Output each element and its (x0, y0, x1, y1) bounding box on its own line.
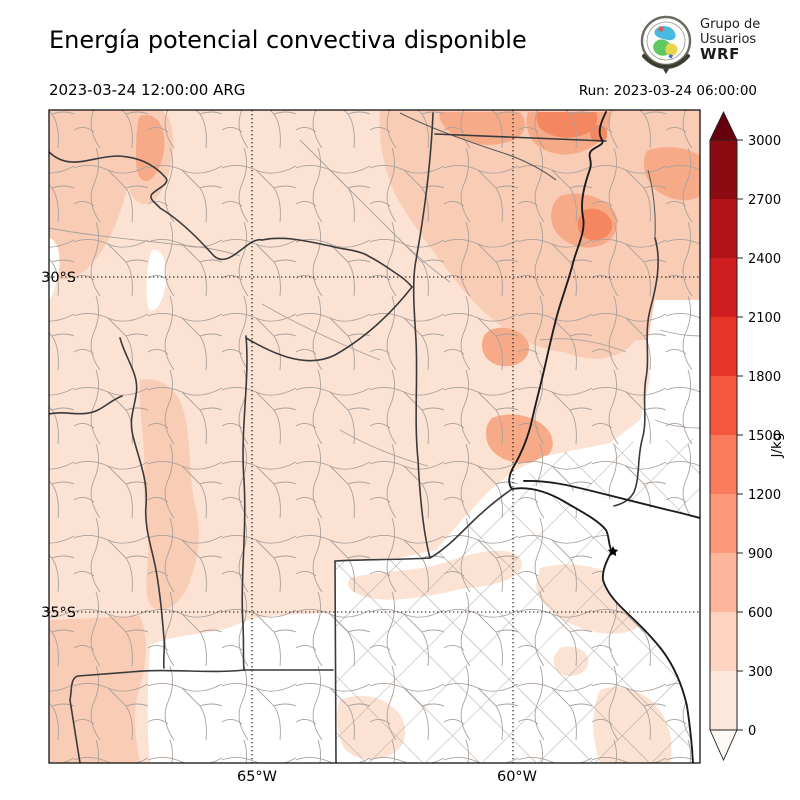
colorbar-tick-label: 900 (748, 547, 773, 562)
logo-line-2: Usuarios (700, 32, 757, 47)
graticule-gridlines (49, 110, 700, 763)
colorbar-tick-label: 1200 (748, 488, 781, 503)
page-title: Energía potencial convectiva disponible (49, 26, 527, 54)
province-boundaries (49, 112, 659, 763)
colorbar-tick-label: 600 (748, 606, 773, 621)
colorbar-segment (710, 376, 737, 435)
colorbar-ticks (737, 139, 743, 731)
colorbar-under-arrow (709, 729, 738, 762)
map-frame (48, 109, 701, 764)
colorbar-tick-label: 2400 (748, 252, 781, 267)
map-plot (49, 110, 700, 763)
run-time-label: Run: 2023-03-24 06:00:00 (578, 83, 757, 99)
colorbar-tick-label: 1500 (748, 429, 781, 444)
parana-river (508, 111, 607, 490)
colorbar-tick-label: 300 (748, 665, 773, 680)
colorbar-tick-label: 2700 (748, 193, 781, 208)
wrf-logo-text: Grupo de Usuarios WRF (700, 17, 760, 62)
colorbar-segment (710, 140, 737, 199)
colorbar-segment (710, 317, 737, 376)
argentine-coastline (511, 487, 694, 763)
logo-line-3: WRF (700, 45, 740, 63)
colorbar-segment (710, 671, 737, 730)
colorbar-unit-label: J/kg (769, 433, 785, 459)
colorbar-over-arrow (709, 110, 738, 141)
colorbar-segment (710, 612, 737, 671)
colorbar-tick-label: 3000 (748, 134, 781, 149)
uruguay-coastline (523, 479, 700, 519)
colorbar-tick-label: 2100 (748, 311, 781, 326)
colorbar-tick-label: 0 (748, 724, 756, 739)
valid-time-label: 2023-03-24 12:00:00 ARG (49, 81, 246, 99)
colorbar-segment (710, 553, 737, 612)
colorbar-segment (710, 435, 737, 494)
lat-tick-35s: 35°S (41, 605, 76, 621)
lon-tick-65w: 65°W (237, 769, 277, 785)
department-boundary-lines (49, 112, 700, 467)
colorbar-tick-label: 1800 (748, 370, 781, 385)
colorbar-segment (710, 258, 737, 317)
lat-tick-30s: 30°S (41, 270, 76, 286)
rio-de-la-plata-water (512, 486, 700, 763)
lon-tick-60w: 60°W (497, 769, 537, 785)
colorbar: 0 300 600 900 1200 1500 1800 2100 2400 2… (709, 110, 785, 762)
river-and-coastlines (508, 111, 700, 763)
colorbar-segment (710, 199, 737, 258)
city-marker-star (607, 546, 619, 557)
logo-line-1: Grupo de (700, 17, 761, 32)
colorbar-segment (710, 494, 737, 553)
wrf-logo-globe-icon (640, 15, 692, 74)
